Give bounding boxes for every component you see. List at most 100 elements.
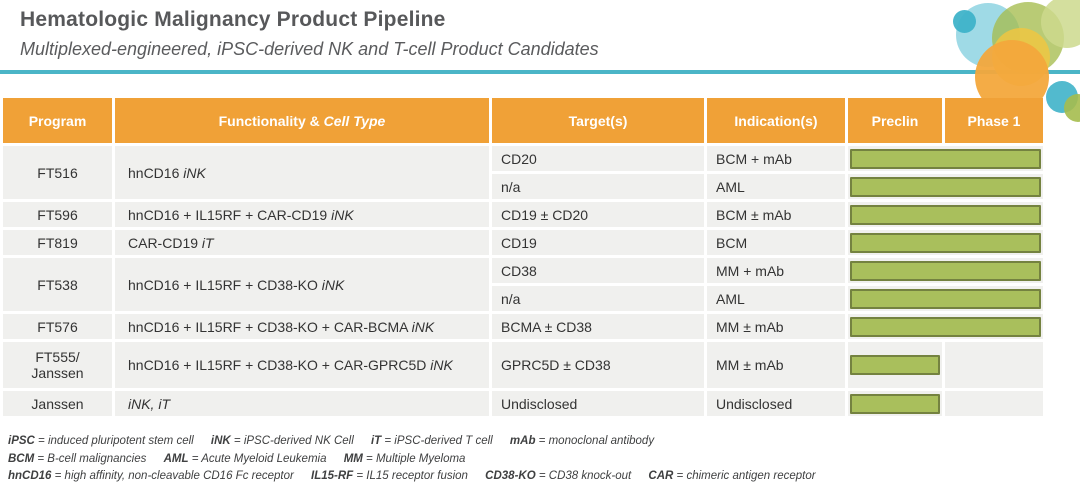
table-row: FT538 hnCD16 + IL15RF + CD38-KO iNK CD38… xyxy=(3,258,1043,311)
functionality-text: hnCD16 + IL15RF + CD38-KO + CAR-GPRC5D xyxy=(128,357,431,373)
functionality-header-text: Functionality & xyxy=(218,112,324,129)
target-cell: CD20 xyxy=(492,146,704,171)
table-row: FT516 hnCD16 iNK CD20 BCM + mAb xyxy=(3,146,1043,199)
cell-type-text: iNK, iT xyxy=(128,395,170,412)
preclin-phase1-bar xyxy=(850,204,1041,225)
footnote-abbr: CAR xyxy=(648,470,674,482)
functionality-cell: CAR-CD19 iT xyxy=(115,230,489,255)
functionality-text: hnCD16 xyxy=(128,164,184,181)
col-header-program: Program xyxy=(3,98,112,143)
footnote-pair: iPSC = induced pluripotent stem cell xyxy=(8,435,194,447)
indication-cell: BCM + mAb xyxy=(707,146,845,171)
footnote-abbr: iT xyxy=(370,435,382,447)
functionality-cell: hnCD16 + IL15RF + CD38-KO + CAR-BCMA iNK xyxy=(115,314,489,339)
cell-type-text: iT xyxy=(201,234,214,251)
cell-type-text: iNK xyxy=(331,206,354,223)
footnote-def: = Acute Myeloid Leukemia xyxy=(188,452,327,465)
stage-bar-cell xyxy=(848,314,1043,339)
stage-bar-cell xyxy=(848,202,1043,227)
indication-cell: MM ± mAb xyxy=(707,342,845,388)
footnote-abbr: iPSC xyxy=(8,435,35,447)
cell-type-text: iNK xyxy=(183,164,206,181)
footnote-def: = induced pluripotent stem cell xyxy=(34,435,194,447)
program-cell: FT596 xyxy=(3,202,112,227)
cell-type-text: iNK xyxy=(321,276,345,293)
functionality-cell: hnCD16 iNK xyxy=(115,146,489,199)
indication-cell: MM ± mAb xyxy=(707,314,845,339)
footnote-pair: iNK = iPSC-derived NK Cell xyxy=(211,435,354,447)
phase1-empty-cell xyxy=(945,391,1043,416)
footnote-def: = chimeric antigen receptor xyxy=(673,470,816,482)
target-cell: n/a xyxy=(492,174,704,199)
footnote-abbr: AML xyxy=(163,452,189,465)
program-cell: FT819 xyxy=(3,230,112,255)
target-cell: Undisclosed xyxy=(492,391,704,416)
footnote-line-2: BCM = B-cell malignancies AML = Acute My… xyxy=(8,451,830,469)
footnote-pair: IL15-RF = IL15 receptor fusion xyxy=(311,470,468,482)
table-row: n/a AML xyxy=(3,286,1043,311)
program-cell: FT576 xyxy=(3,314,112,339)
program-cell: FT538 xyxy=(3,258,112,311)
footnote-abbr: hnCD16 xyxy=(8,470,52,482)
bubble-palegreen-icon xyxy=(1041,0,1080,48)
footnote-def: = iPSC-derived T cell xyxy=(381,435,493,447)
preclin-phase1-bar xyxy=(850,316,1041,337)
col-header-phase1: Phase 1 xyxy=(945,98,1043,143)
table-row: n/a AML xyxy=(3,174,1043,199)
footnote-abbr: mAb xyxy=(509,435,536,447)
functionality-text: hnCD16 + IL15RF + CD38-KO xyxy=(128,276,322,293)
functionality-cell: hnCD16 + IL15RF + CD38-KO iNK xyxy=(115,258,489,311)
title-block: Hematologic Malignancy Product Pipeline … xyxy=(20,8,599,60)
footnote-line-3: hnCD16 = high affinity, non-cleavable CD… xyxy=(8,468,830,486)
indication-cell: BCM xyxy=(707,230,845,255)
page-subtitle: Multiplexed-engineered, iPSC-derived NK … xyxy=(20,39,599,59)
functionality-header-italic: Cell Type xyxy=(323,112,386,129)
footnote-pair: CD38-KO = CD38 knock-out xyxy=(485,470,631,482)
stage-bar-cell xyxy=(848,286,1043,311)
footnote-def: = Multiple Myeloma xyxy=(362,452,466,465)
footnote-pair: AML = Acute Myeloid Leukemia xyxy=(164,453,327,465)
cell-type-text: iNK xyxy=(411,318,435,335)
target-cell: CD19 xyxy=(492,230,704,255)
table-row: FT819 CAR-CD19 iT CD19 BCM xyxy=(3,230,1043,255)
program-cell: FT516 xyxy=(3,146,112,199)
target-cell: n/a xyxy=(492,286,704,311)
footnotes: iPSC = induced pluripotent stem cell iNK… xyxy=(8,433,830,486)
col-header-preclin: Preclin xyxy=(848,98,942,143)
page-title: Hematologic Malignancy Product Pipeline xyxy=(20,8,446,31)
footnote-abbr: BCM xyxy=(8,452,35,465)
stage-bar-cell xyxy=(848,174,1043,199)
col-header-indications: Indication(s) xyxy=(707,98,845,143)
footnote-def: = iPSC-derived NK Cell xyxy=(230,435,354,447)
teal-divider-rule xyxy=(0,70,1080,74)
footnote-abbr: CD38-KO xyxy=(485,470,536,482)
footnote-pair: iT = iPSC-derived T cell xyxy=(371,435,493,447)
table-header-row: Program Functionality & Cell Type Target… xyxy=(3,98,1043,143)
footnote-def: = IL15 receptor fusion xyxy=(353,470,468,482)
preclin-phase1-bar xyxy=(850,232,1041,253)
footnote-pair: mAb = monoclonal antibody xyxy=(510,435,654,447)
target-cell: GPRC5D ± CD38 xyxy=(492,342,704,388)
functionality-cell: hnCD16 + IL15RF + CD38-KO + CAR-GPRC5D i… xyxy=(115,342,489,388)
pipeline-table: Program Functionality & Cell Type Target… xyxy=(0,95,1046,419)
indication-cell: MM + mAb xyxy=(707,258,845,283)
preclin-bar xyxy=(850,393,940,414)
preclin-phase1-bar xyxy=(850,148,1041,169)
stage-bar-cell xyxy=(848,230,1043,255)
program-cell: FT555/ Janssen xyxy=(3,342,112,388)
target-cell: CD19 ± CD20 xyxy=(492,202,704,227)
footnote-abbr: iNK xyxy=(210,435,231,447)
bubble-olive-right-icon xyxy=(1064,94,1080,122)
stage-bar-cell xyxy=(848,146,1043,171)
target-cell: BCMA ± CD38 xyxy=(492,314,704,339)
preclin-phase1-bar xyxy=(850,288,1041,309)
target-cell: CD38 xyxy=(492,258,704,283)
functionality-cell: hnCD16 + IL15RF + CAR-CD19 iNK xyxy=(115,202,489,227)
preclin-bar xyxy=(850,355,940,375)
table-row: FT576 hnCD16 + IL15RF + CD38-KO + CAR-BC… xyxy=(3,314,1043,339)
indication-cell: BCM ± mAb xyxy=(707,202,845,227)
footnote-pair: hnCD16 = high affinity, non-cleavable CD… xyxy=(8,470,294,482)
footnote-pair: BCM = B-cell malignancies xyxy=(8,453,146,465)
footnote-pair: MM = Multiple Myeloma xyxy=(344,453,466,465)
indication-cell: AML xyxy=(707,174,845,199)
